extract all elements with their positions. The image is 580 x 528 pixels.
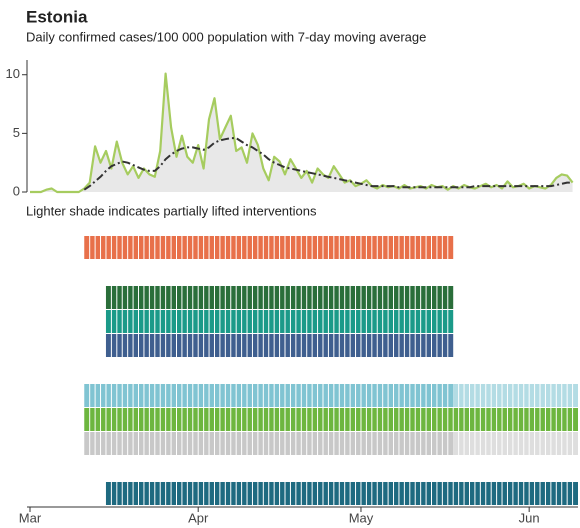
intervention-lifted bbox=[453, 384, 578, 407]
chart-title: Estonia bbox=[26, 7, 88, 26]
y-tick-label: 10 bbox=[6, 66, 20, 81]
x-tick-label: Mar bbox=[19, 510, 42, 525]
intervention bbox=[84, 408, 579, 431]
line bbox=[30, 72, 574, 194]
intervention-lifted bbox=[453, 432, 578, 455]
chart-subtitle: Daily confirmed cases/100 000 population… bbox=[26, 29, 426, 44]
line bbox=[83, 137, 573, 191]
y-tick-label: 0 bbox=[13, 183, 20, 198]
area bbox=[30, 73, 573, 192]
intervention bbox=[105, 482, 579, 505]
annotation: Lighter shade indicates partially lifted… bbox=[26, 203, 317, 218]
x-tick-label: Apr bbox=[188, 510, 209, 525]
x-tick-label: Jun bbox=[519, 510, 540, 525]
y-tick-label: 5 bbox=[13, 125, 20, 140]
x-tick-label: May bbox=[349, 510, 374, 525]
